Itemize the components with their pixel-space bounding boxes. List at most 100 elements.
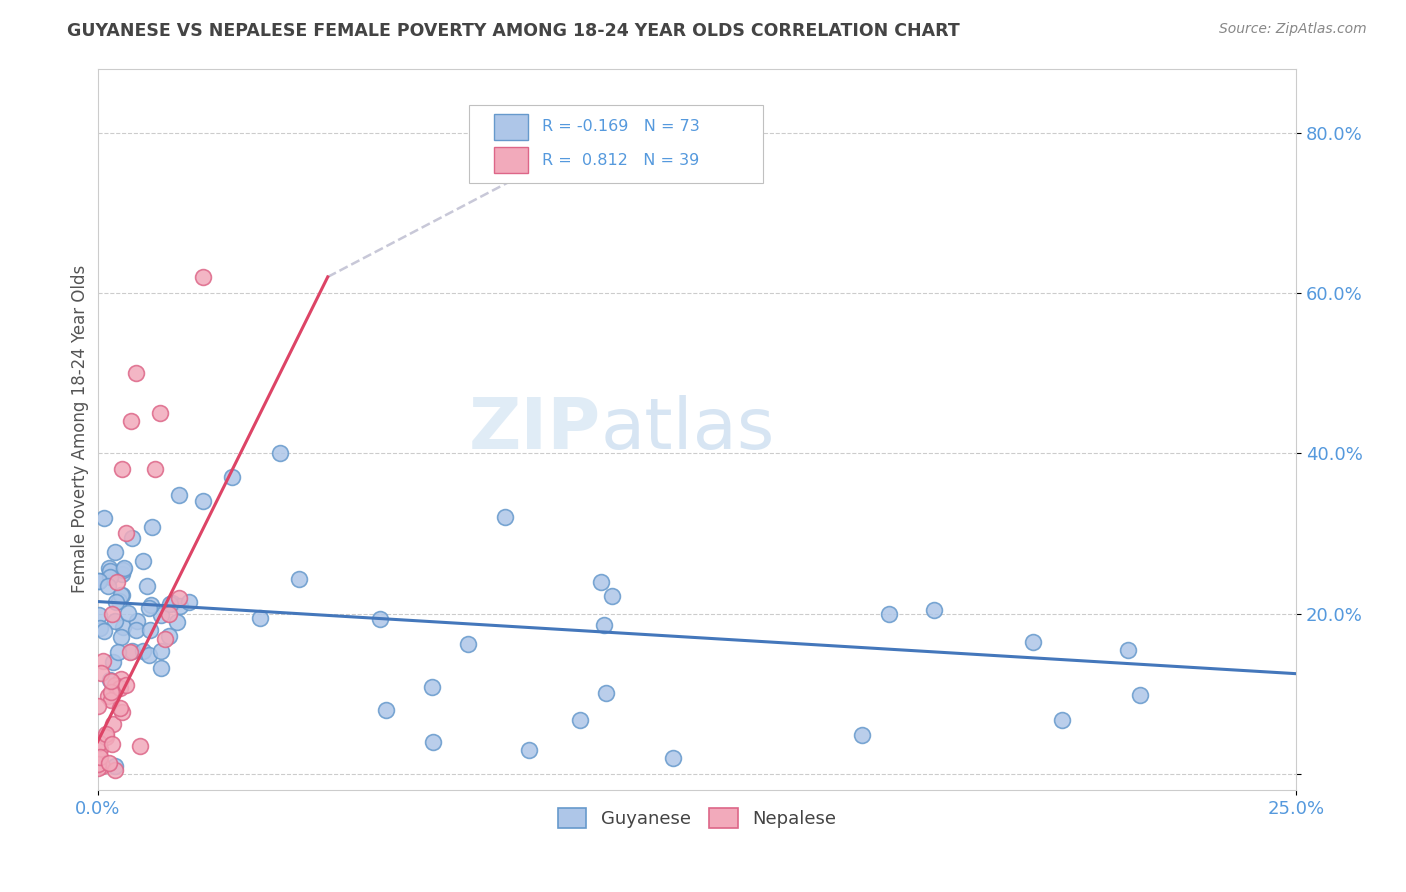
Point bbox=[368, 612, 391, 626]
Point bbox=[139, 599, 162, 613]
Legend: Guyanese, Nepalese: Guyanese, Nepalese bbox=[550, 801, 844, 835]
FancyBboxPatch shape bbox=[495, 147, 527, 173]
Point bbox=[159, 598, 181, 612]
Point bbox=[118, 645, 141, 659]
Point bbox=[157, 629, 180, 643]
Point bbox=[1118, 642, 1140, 657]
Text: ZIP: ZIP bbox=[468, 395, 600, 464]
Point bbox=[111, 620, 134, 634]
Point bbox=[91, 654, 114, 668]
Point bbox=[110, 588, 132, 602]
Point bbox=[87, 574, 110, 589]
Point bbox=[191, 269, 214, 284]
Point bbox=[589, 574, 612, 589]
Point bbox=[104, 763, 127, 777]
Point bbox=[288, 572, 311, 586]
Point bbox=[111, 588, 134, 602]
Point bbox=[100, 685, 122, 699]
Point bbox=[121, 531, 143, 545]
Point bbox=[112, 560, 135, 574]
Point bbox=[108, 681, 131, 695]
Point bbox=[457, 637, 479, 651]
Point bbox=[111, 566, 134, 581]
Point bbox=[149, 406, 172, 420]
Point bbox=[877, 607, 900, 621]
Point bbox=[100, 693, 122, 707]
Point bbox=[89, 749, 111, 764]
Point bbox=[90, 666, 112, 681]
Point bbox=[129, 739, 152, 753]
Point bbox=[595, 686, 617, 700]
Point bbox=[93, 511, 115, 525]
Point bbox=[110, 462, 132, 476]
Point bbox=[159, 607, 181, 621]
Text: R = -0.169   N = 73: R = -0.169 N = 73 bbox=[543, 120, 700, 135]
Point bbox=[98, 673, 121, 688]
Point bbox=[89, 742, 111, 756]
Point bbox=[108, 700, 131, 714]
Point bbox=[269, 446, 291, 460]
Point bbox=[569, 713, 592, 727]
Point bbox=[98, 564, 121, 578]
Point bbox=[101, 717, 124, 731]
Point bbox=[105, 574, 128, 589]
Point bbox=[166, 615, 188, 629]
Text: GUYANESE VS NEPALESE FEMALE POVERTY AMONG 18-24 YEAR OLDS CORRELATION CHART: GUYANESE VS NEPALESE FEMALE POVERTY AMON… bbox=[67, 22, 960, 40]
Point bbox=[191, 494, 214, 508]
Text: atlas: atlas bbox=[600, 395, 775, 464]
Point bbox=[87, 699, 110, 714]
Point bbox=[108, 594, 131, 608]
Point bbox=[111, 705, 134, 719]
Point bbox=[87, 760, 110, 774]
Point bbox=[138, 600, 160, 615]
Point bbox=[1129, 689, 1152, 703]
Point bbox=[177, 595, 200, 609]
Point bbox=[121, 643, 143, 657]
Point bbox=[167, 488, 190, 502]
Point bbox=[374, 703, 396, 717]
Point bbox=[169, 599, 191, 613]
Point bbox=[132, 644, 155, 658]
Point bbox=[87, 757, 110, 772]
Point bbox=[97, 690, 120, 704]
Point bbox=[494, 510, 516, 524]
Point bbox=[120, 414, 142, 428]
Point bbox=[98, 560, 121, 574]
Point bbox=[422, 735, 444, 749]
Point bbox=[100, 674, 122, 689]
Point bbox=[91, 759, 114, 773]
Point bbox=[125, 623, 148, 637]
Point bbox=[117, 606, 139, 620]
Point bbox=[93, 624, 115, 639]
Point bbox=[149, 608, 172, 623]
Point bbox=[110, 630, 132, 644]
Point bbox=[89, 621, 111, 635]
Point bbox=[115, 526, 138, 541]
Point bbox=[101, 655, 124, 669]
Point bbox=[97, 756, 120, 770]
Point bbox=[420, 680, 443, 694]
Point bbox=[1021, 634, 1043, 648]
Point bbox=[114, 678, 136, 692]
Point bbox=[98, 570, 121, 584]
Point bbox=[150, 644, 173, 658]
Point bbox=[167, 591, 190, 605]
Point bbox=[87, 736, 110, 750]
Point bbox=[127, 614, 149, 628]
Point bbox=[111, 563, 134, 577]
Point bbox=[136, 579, 159, 593]
FancyBboxPatch shape bbox=[495, 114, 527, 140]
Point bbox=[110, 672, 132, 686]
Point bbox=[851, 728, 873, 742]
Point bbox=[517, 743, 540, 757]
Point bbox=[94, 730, 117, 744]
Point bbox=[100, 737, 122, 751]
Text: Source: ZipAtlas.com: Source: ZipAtlas.com bbox=[1219, 22, 1367, 37]
Point bbox=[104, 759, 127, 773]
Point bbox=[105, 595, 128, 609]
Point bbox=[87, 608, 110, 623]
Point bbox=[139, 623, 162, 637]
Point bbox=[160, 596, 183, 610]
Point bbox=[1050, 713, 1073, 727]
Point bbox=[97, 579, 120, 593]
